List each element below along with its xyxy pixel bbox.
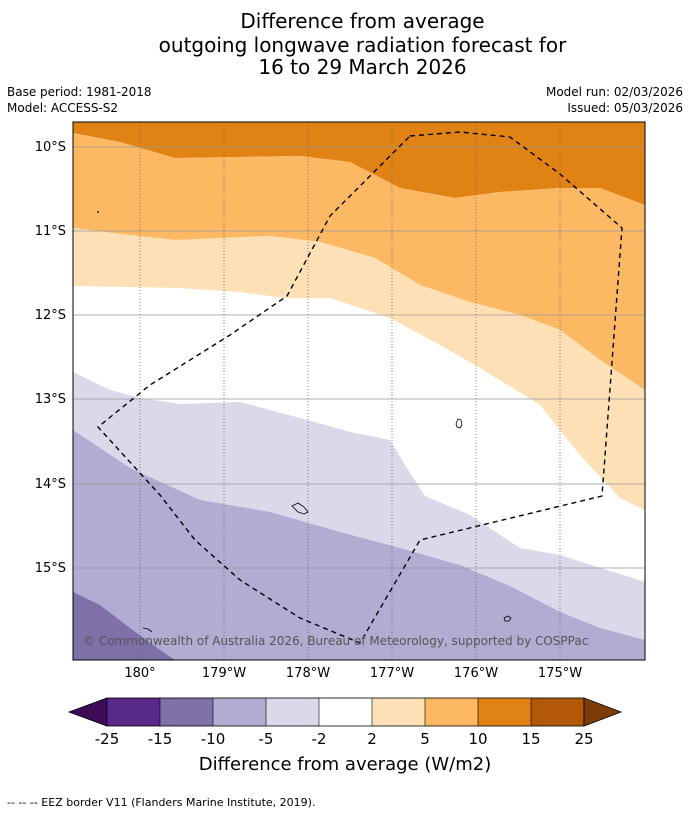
colorbar-segment <box>266 698 319 726</box>
colorbar-tick: -2 <box>312 730 327 748</box>
colorbar-tick: 10 <box>468 730 487 748</box>
colorbar-segment <box>372 698 425 726</box>
model-name: Model: ACCESS-S2 <box>7 101 119 115</box>
title-line-1: Difference from average <box>240 9 485 33</box>
colorbar-segment <box>531 698 584 726</box>
eez-border <box>96 131 623 644</box>
colorbar-segment <box>107 698 160 726</box>
island-outline <box>455 418 463 429</box>
colorbar-dividers <box>159 698 532 726</box>
lon-label: 180° <box>124 666 155 681</box>
colorbar-tick: 5 <box>420 730 430 748</box>
longitude-labels: 180° 179°W 178°W 177°W 176°W 175°W <box>124 666 582 681</box>
title-line-2: outgoing longwave radiation forecast for <box>158 33 567 57</box>
lon-label: 179°W <box>202 666 246 681</box>
lat-label: 11°S <box>35 224 66 239</box>
colorbar-segment <box>160 698 213 726</box>
colorbar-frame <box>106 697 585 727</box>
colorbar-tick: -10 <box>201 730 226 748</box>
colorbar-label: Difference from average (W/m2) <box>199 754 491 775</box>
title-line-3: 16 to 29 March 2026 <box>258 55 467 79</box>
lat-label: 14°S <box>35 477 66 492</box>
latitude-labels: 10°S 11°S 12°S 13°S 14°S 15°S <box>35 140 66 576</box>
colorbar-tick: 2 <box>367 730 377 748</box>
base-period: Base period: 1981-2018 <box>7 85 152 99</box>
colorbar-segment <box>213 698 266 726</box>
eez-legend-note: -- -- -- EEZ border V11 (Flanders Marine… <box>7 796 316 809</box>
band-10-15 <box>73 122 645 205</box>
lon-label: 175°W <box>538 666 582 681</box>
copyright-text: © Commonwealth of Australia 2026, Bureau… <box>83 634 588 648</box>
latitude-gridlines <box>73 146 645 569</box>
colorbar-tick: 15 <box>521 730 540 748</box>
colorbar-extend-low <box>67 697 108 727</box>
colorbar-tick: -15 <box>148 730 173 748</box>
lon-label: 177°W <box>370 666 414 681</box>
lat-label: 12°S <box>35 308 66 323</box>
colorbar-segment <box>319 698 372 726</box>
model-run: Model run: 02/03/2026 <box>545 85 683 99</box>
colorbar: -25 -15 -10 -5 -2 2 5 10 15 25 Differenc… <box>67 697 623 775</box>
issued-date: Issued: 05/03/2026 <box>567 101 683 115</box>
colorbar-tick: -25 <box>95 730 120 748</box>
colorbar-ticks: -25 -15 -10 -5 -2 2 5 10 15 25 <box>95 730 594 748</box>
anomaly-fill: © Commonwealth of Australia 2026, Bureau… <box>73 122 645 660</box>
lon-label: 178°W <box>286 666 330 681</box>
island-outline <box>291 502 309 515</box>
colorbar-tick: -5 <box>259 730 274 748</box>
colorbar-extend-high <box>583 697 623 727</box>
map-frame <box>72 121 646 661</box>
band-neg10-neg15 <box>73 592 175 660</box>
colorbar-segment <box>478 698 531 726</box>
island-outline <box>503 615 512 622</box>
band-neg5-neg10 <box>73 430 645 660</box>
island-outline <box>142 627 153 633</box>
island-dot <box>97 211 99 213</box>
band-5-10 <box>73 133 645 390</box>
lat-label: 15°S <box>35 561 66 576</box>
lat-label: 10°S <box>35 140 66 155</box>
colorbar-tick: 25 <box>574 730 593 748</box>
colorbar-segment <box>425 698 478 726</box>
band-2-5 <box>73 228 645 510</box>
lat-label: 13°S <box>35 392 66 407</box>
lon-label: 176°W <box>454 666 498 681</box>
